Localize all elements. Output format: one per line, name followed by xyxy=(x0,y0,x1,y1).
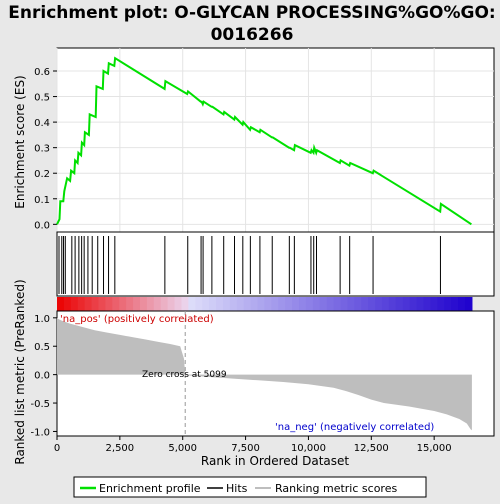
x-tick-label: 10,000 xyxy=(291,443,326,454)
rank-bar-segment xyxy=(410,297,418,311)
x-tick-label: 15,000 xyxy=(417,443,452,454)
rank-bar-segment xyxy=(223,297,231,311)
rank-bar-segment xyxy=(133,297,141,311)
metric-y-tick-label: -1.0 xyxy=(30,427,50,438)
rank-bar-segment xyxy=(237,297,245,311)
rank-bar-segment xyxy=(154,297,162,311)
rank-bar-segment xyxy=(340,297,348,311)
rank-bar-segment xyxy=(451,297,459,311)
rank-bar-segment xyxy=(361,297,369,311)
rank-bar-segment xyxy=(306,297,314,311)
x-tick-label: 0 xyxy=(54,443,60,454)
rank-bar-segment xyxy=(292,297,300,311)
rank-bar-segment xyxy=(258,297,266,311)
hits-panel xyxy=(57,232,494,296)
metric-y-tick-label: 0.0 xyxy=(34,371,50,382)
rank-bar-segment xyxy=(285,297,293,311)
legend-label-hits: Hits xyxy=(226,482,248,495)
rank-bar-segment xyxy=(423,297,431,311)
x-axis-label: Rank in Ordered Dataset xyxy=(201,454,349,468)
rank-bar-segment xyxy=(417,297,425,311)
rank-bar-segment xyxy=(278,297,286,311)
metric-y-tick-label: 0.5 xyxy=(34,342,50,353)
es-y-tick-label: 0.2 xyxy=(34,169,50,180)
rank-bar-segment xyxy=(354,297,362,311)
es-y-tick-label: 0.5 xyxy=(34,93,50,104)
rank-bar-segment xyxy=(403,297,411,311)
es-y-tick-label: 0.4 xyxy=(34,118,50,129)
rank-bar-segment xyxy=(271,297,279,311)
rank-bar-segment xyxy=(375,297,383,311)
legend-label-enrichment-profile: Enrichment profile xyxy=(99,482,201,495)
rank-bar-segment xyxy=(181,297,189,311)
rank-bar-segment xyxy=(430,297,438,311)
es-y-tick-label: 0.6 xyxy=(34,67,50,78)
rank-bar-segment xyxy=(389,297,397,311)
rank-bar-segment xyxy=(209,297,217,311)
rank-bar-segment xyxy=(396,297,404,311)
rank-bar-segment xyxy=(71,297,79,311)
rank-bar-segment xyxy=(382,297,390,311)
rank-bar-segment xyxy=(299,297,307,311)
es-y-tick-label: 0.0 xyxy=(34,220,50,231)
es-y-axis-label: Enrichment score (ES) xyxy=(13,75,27,208)
rank-bar-segment xyxy=(147,297,155,311)
rank-bar-segment xyxy=(188,297,196,311)
rank-bar-segment xyxy=(368,297,376,311)
rank-bar-segment xyxy=(444,297,452,311)
rank-bar-segment xyxy=(334,297,342,311)
rank-bar-segment xyxy=(175,297,183,311)
rank-bar-segment xyxy=(230,297,238,311)
rank-bar-segment xyxy=(320,297,328,311)
rank-bar-segment xyxy=(216,297,224,311)
x-tick-label: 2,500 xyxy=(106,443,135,454)
rank-bar-segment xyxy=(313,297,321,311)
chart-title-line1: Enrichment plot: O-GLYCAN PROCESSING%GO%… xyxy=(8,3,495,23)
rank-bar-segment xyxy=(140,297,148,311)
rank-bar-segment xyxy=(437,297,445,311)
pos-annotation: 'na_pos' (positively correlated) xyxy=(60,314,214,325)
rank-bar-segment xyxy=(98,297,106,311)
rank-bar-segment xyxy=(92,297,100,311)
rank-bar-segment xyxy=(347,297,355,311)
rank-bar-segment xyxy=(126,297,134,311)
legend-label-ranking-metric: Ranking metric scores xyxy=(275,482,397,495)
rank-bar-segment xyxy=(244,297,252,311)
rank-bar-segment xyxy=(85,297,93,311)
rank-bar-segment xyxy=(119,297,127,311)
rank-bar-segment xyxy=(195,297,203,311)
zero-cross-annotation: Zero cross at 5099 xyxy=(142,370,227,380)
chart-title-line2: 0016266 xyxy=(211,25,294,45)
rank-bar-segment xyxy=(57,297,65,311)
es-y-tick-label: 0.3 xyxy=(34,144,50,155)
rank-bar-segment xyxy=(202,297,210,311)
rank-bar-segment xyxy=(161,297,169,311)
rank-bar-segment xyxy=(168,297,176,311)
rank-bar-segment xyxy=(112,297,120,311)
rank-bar-segment xyxy=(458,297,466,311)
metric-y-axis-label: Ranked list metric (PreRanked) xyxy=(13,279,27,464)
metric-y-tick-label: 1.0 xyxy=(34,314,50,325)
rank-bar-segment xyxy=(327,297,335,311)
ranking-color-bar xyxy=(57,297,472,311)
x-tick-label: 5,000 xyxy=(168,443,197,454)
rank-bar-segment xyxy=(78,297,86,311)
x-tick-label: 12,500 xyxy=(354,443,389,454)
rank-bar-segment xyxy=(264,297,272,311)
neg-annotation: 'na_neg' (negatively correlated) xyxy=(275,422,434,433)
rank-bar-segment xyxy=(64,297,72,311)
rank-bar-segment xyxy=(465,297,473,311)
rank-bar-segment xyxy=(251,297,259,311)
es-y-tick-label: 0.1 xyxy=(34,195,50,206)
metric-y-tick-label: -0.5 xyxy=(30,399,50,410)
rank-bar-segment xyxy=(105,297,113,311)
x-tick-label: 7,500 xyxy=(231,443,260,454)
